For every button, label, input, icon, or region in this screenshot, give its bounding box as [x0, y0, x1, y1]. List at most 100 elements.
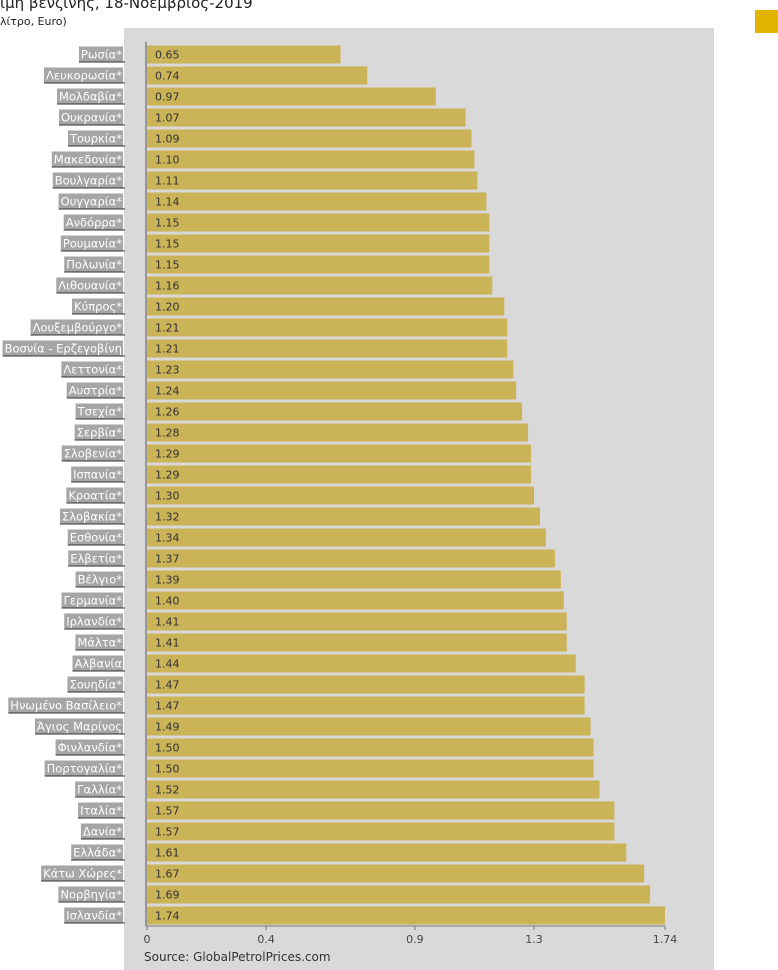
category-label: Κύπρος*: [74, 300, 122, 314]
bar: [147, 864, 645, 883]
bar: [147, 591, 564, 610]
value-label: 1.61: [155, 847, 180, 860]
bar: [147, 66, 368, 85]
category-label-background: [52, 172, 123, 188]
category-label-background: [75, 403, 123, 419]
value-label: 1.69: [155, 889, 180, 902]
bar: [147, 570, 561, 589]
category-label: Ουγγαρία*: [61, 195, 123, 209]
bar: [147, 528, 546, 547]
category-label-background: [64, 613, 123, 629]
value-label: 0.97: [155, 91, 180, 104]
category-label: Πολωνία*: [66, 258, 122, 272]
bar: [147, 612, 567, 631]
category-label: Αυστρία*: [69, 384, 123, 398]
category-label-background: [41, 865, 123, 881]
value-label: 1.29: [155, 448, 180, 461]
category-label: Σλοβακία*: [62, 510, 122, 524]
bar: [147, 465, 532, 484]
bar: [147, 444, 532, 463]
category-label-background: [75, 634, 123, 650]
category-label-background: [75, 571, 123, 587]
value-label: 1.15: [155, 238, 180, 251]
value-label: 1.50: [155, 763, 180, 776]
category-label-background: [34, 718, 123, 734]
category-label-background: [64, 256, 123, 272]
value-label: 1.14: [155, 196, 180, 209]
bar: [147, 549, 555, 568]
category-label: Τουρκία*: [69, 132, 122, 146]
value-label: 1.67: [155, 868, 180, 881]
category-label-background: [67, 676, 123, 692]
category-label: Ηνωμένο Βασίλειο*: [10, 699, 122, 713]
bar: [147, 318, 508, 337]
value-label: 1.24: [155, 385, 180, 398]
bar: [147, 255, 490, 274]
category-label: Φινλανδία*: [58, 741, 123, 755]
category-label: Ρουμανία*: [63, 237, 122, 251]
category-label-background: [61, 361, 123, 377]
category-label-background: [55, 739, 123, 755]
category-label: Αλβανία: [75, 657, 123, 671]
chart-subtitle: λίτρο, Euro): [0, 15, 67, 28]
value-label: 0.74: [155, 70, 180, 83]
category-label-background: [78, 46, 123, 62]
category-label: Κροατία*: [68, 489, 122, 503]
value-label: 1.21: [155, 343, 180, 356]
bar: [147, 780, 600, 799]
legend-swatch: [755, 10, 778, 33]
value-label: 1.47: [155, 700, 180, 713]
category-label: Κάτω Χώρες*: [43, 867, 122, 881]
x-tick-label: 0.9: [406, 933, 424, 946]
value-label: 1.57: [155, 826, 180, 839]
value-label: 1.50: [155, 742, 180, 755]
bar: [147, 675, 585, 694]
category-label-background: [67, 529, 123, 545]
category-label-background: [61, 445, 123, 461]
bar: [147, 738, 594, 757]
category-label-background: [44, 760, 123, 776]
value-label: 1.40: [155, 595, 180, 608]
category-label: Πορτογαλία*: [47, 762, 123, 776]
value-label: 1.15: [155, 217, 180, 230]
bar: [147, 843, 627, 862]
bar: [147, 822, 615, 841]
bar: [147, 654, 576, 673]
value-label: 1.39: [155, 574, 180, 587]
category-label-background: [57, 88, 123, 104]
value-label: 0.65: [155, 49, 180, 62]
category-label-background: [68, 550, 123, 566]
category-label-background: [30, 319, 123, 335]
bar: [147, 402, 523, 421]
bar: [147, 717, 591, 736]
bar: [147, 381, 517, 400]
category-label-background: [71, 466, 123, 482]
bar: [147, 696, 585, 715]
bar: [147, 801, 615, 820]
value-label: 1.74: [155, 910, 180, 923]
category-label: Γερμανία*: [64, 594, 123, 608]
value-label: 1.11: [155, 175, 180, 188]
value-label: 1.34: [155, 532, 180, 545]
bar: [147, 171, 478, 190]
category-label: Ιρλανδία*: [66, 615, 122, 629]
category-label: Ουκρανία*: [61, 111, 122, 125]
bar: [147, 906, 665, 925]
value-labels-group: 0.65 0.74 0.97 1.07 1.09 1.10 1.11 1.14 1.15 1.15…: [155, 49, 180, 923]
category-label-background: [8, 697, 123, 713]
bar: [147, 360, 514, 379]
value-label: 1.15: [155, 259, 180, 272]
category-label-background: [80, 823, 123, 839]
category-label: Ισλανδία*: [66, 909, 122, 923]
value-label: 1.20: [155, 301, 180, 314]
bar: [147, 234, 490, 253]
value-label: 1.26: [155, 406, 180, 419]
category-label: Μάλτα*: [77, 636, 122, 650]
value-label: 1.30: [155, 490, 180, 503]
bar: [147, 297, 505, 316]
category-label: Δανία*: [83, 825, 122, 839]
category-label: Βουλγαρία*: [55, 174, 123, 188]
category-label-background: [63, 214, 123, 230]
category-label: Ελλάδα*: [73, 846, 122, 860]
